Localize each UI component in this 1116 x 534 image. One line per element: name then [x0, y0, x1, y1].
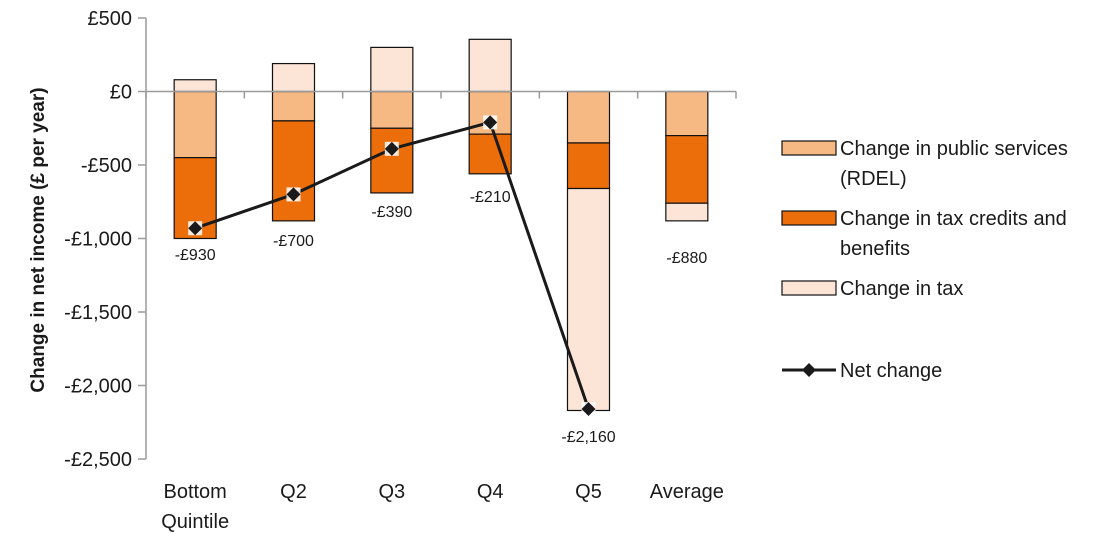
- net-change-point: [188, 221, 203, 236]
- y-tick-label: -£1,500: [64, 302, 132, 324]
- bar-segment: [665, 202, 709, 222]
- y-tick-label: -£2,000: [64, 376, 132, 398]
- bar-segment: [665, 135, 709, 204]
- bar-segment: [271, 90, 316, 122]
- y-tick-label: £0: [110, 82, 132, 104]
- legend-label: Net change: [840, 360, 942, 382]
- legend-label: Change in tax credits and: [840, 208, 1067, 230]
- legend-label: Change in public services: [840, 138, 1068, 160]
- bar-segment: [271, 62, 316, 93]
- legend-label: Change in tax: [840, 278, 963, 300]
- category-label: Q4: [477, 481, 504, 503]
- legend-swatch: [781, 280, 837, 296]
- data-label: -£390: [371, 204, 412, 221]
- net-change-point: [384, 141, 399, 156]
- bar-segment: [566, 90, 611, 144]
- data-label: -£880: [666, 250, 707, 267]
- net-change-point: [483, 115, 498, 130]
- category-label: Bottom: [163, 481, 226, 503]
- bar-segment: [173, 79, 217, 93]
- category-label: Average: [650, 481, 724, 503]
- legend-swatch: [781, 140, 837, 156]
- category-label: Q2: [280, 481, 307, 503]
- net-change-point: [286, 187, 301, 202]
- data-label: -£700: [273, 233, 314, 250]
- bar-segment: [173, 90, 217, 159]
- bar-segment: [566, 142, 611, 190]
- bar-segment: [370, 46, 414, 93]
- y-tick-label: -£2,500: [64, 449, 132, 471]
- legend: Change in public services (RDEL) Change in…: [781, 138, 1068, 382]
- category-label: Q5: [575, 481, 602, 503]
- y-tick-label: -£500: [81, 155, 132, 177]
- data-label: -£210: [470, 189, 511, 206]
- bar-segment: [468, 38, 512, 93]
- legend-label: (RDEL): [840, 168, 907, 190]
- bar-segment: [566, 187, 611, 412]
- legend-label: benefits: [840, 238, 910, 260]
- legend-swatch: [781, 210, 837, 226]
- bar-segment: [370, 127, 414, 194]
- bar-segment: [370, 90, 414, 129]
- category-label: Q3: [378, 481, 405, 503]
- category-label: Quintile: [161, 511, 229, 533]
- y-tick-label: £500: [88, 8, 133, 30]
- legend-marker: [802, 363, 816, 377]
- y-axis-label: Change in net income (£ per year): [28, 87, 49, 392]
- data-label: -£930: [175, 247, 216, 264]
- y-tick-label: -£1,000: [64, 229, 132, 251]
- data-label: -£2,160: [561, 429, 615, 446]
- bar-segment: [665, 90, 709, 137]
- bar-segment: [271, 120, 316, 222]
- net-change-point: [581, 402, 596, 417]
